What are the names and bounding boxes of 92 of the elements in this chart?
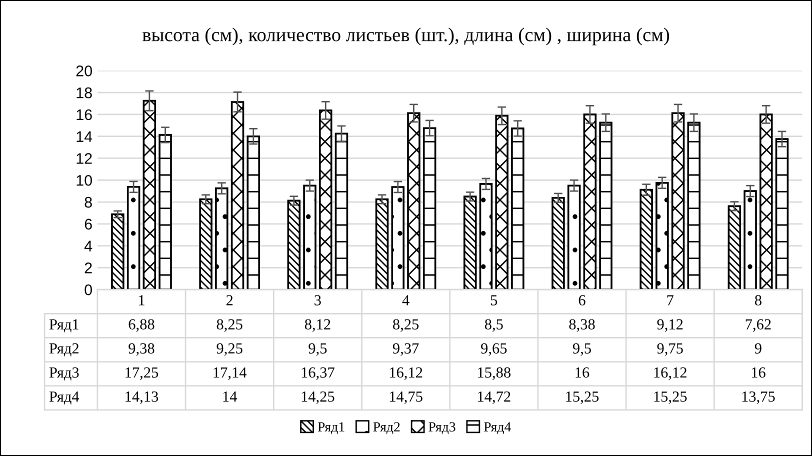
bar bbox=[463, 196, 477, 290]
data-label: 8,38 bbox=[569, 319, 595, 332]
bar bbox=[215, 187, 228, 290]
data-label: 9,38 bbox=[128, 343, 154, 356]
bar bbox=[511, 128, 524, 290]
x-tick-label: 5 bbox=[490, 295, 498, 306]
y-tick-label: 12 bbox=[76, 153, 92, 164]
bar bbox=[640, 188, 653, 290]
data-label: 15,88 bbox=[478, 367, 511, 380]
bar bbox=[407, 112, 420, 290]
data-label: 16 bbox=[576, 367, 590, 378]
x-tick-label: 1 bbox=[139, 295, 144, 306]
data-label: 9,12 bbox=[657, 319, 683, 332]
legend-label: Ряд1 bbox=[318, 422, 344, 434]
bar bbox=[158, 134, 172, 290]
x-tick-label: 2 bbox=[226, 295, 233, 306]
bar bbox=[230, 101, 244, 290]
data-label: 15,25 bbox=[566, 391, 599, 404]
bar bbox=[495, 114, 508, 290]
data-label: 17,25 bbox=[126, 367, 158, 380]
bar bbox=[111, 213, 124, 290]
bar bbox=[287, 200, 301, 290]
data-label: 14 bbox=[223, 391, 237, 402]
bar bbox=[671, 112, 685, 290]
data-label: 7,62 bbox=[746, 319, 771, 332]
text: Ряд1 bbox=[49, 319, 78, 332]
bar bbox=[303, 184, 316, 290]
data-label: 8,5 bbox=[484, 319, 503, 332]
bar bbox=[728, 205, 742, 290]
text: Ряд3 bbox=[49, 367, 79, 380]
y-tick-label: 10 bbox=[76, 174, 92, 186]
data-label: 9,25 bbox=[216, 343, 242, 356]
bar bbox=[599, 122, 612, 290]
bar bbox=[583, 114, 597, 290]
data-label: 9,65 bbox=[481, 343, 507, 356]
legend-label: Ряд3 bbox=[428, 422, 456, 434]
x-tick-label: 4 bbox=[402, 295, 410, 306]
bar bbox=[391, 186, 404, 290]
x-tick-label: 6 bbox=[578, 295, 586, 306]
y-tick-label: 4 bbox=[84, 240, 92, 252]
data-label: 9,75 bbox=[657, 343, 683, 356]
data-label: 14,13 bbox=[126, 391, 158, 404]
bar bbox=[552, 196, 565, 290]
bar bbox=[334, 132, 348, 290]
data-label: 9,5 bbox=[308, 343, 327, 356]
data-label: 16 bbox=[752, 367, 766, 378]
bar bbox=[760, 114, 773, 290]
data-label: 16,37 bbox=[302, 367, 334, 380]
data-label: 9,37 bbox=[392, 343, 419, 356]
bar bbox=[656, 182, 669, 290]
x-tick-label: 7 bbox=[667, 295, 674, 306]
data-label: 8,25 bbox=[393, 319, 419, 332]
y-tick-label: 0 bbox=[84, 284, 92, 296]
x-tick-label: 8 bbox=[754, 295, 762, 306]
y-tick-label: 14 bbox=[76, 131, 92, 142]
bar bbox=[126, 186, 140, 290]
data-label: 14,72 bbox=[478, 391, 510, 404]
y-tick-label: 6 bbox=[84, 218, 92, 230]
bar bbox=[744, 190, 757, 290]
data-label: 14,75 bbox=[390, 391, 422, 404]
data-label: 9,5 bbox=[572, 343, 591, 356]
data-label: 15,25 bbox=[654, 391, 687, 404]
bar bbox=[246, 135, 260, 290]
y-tick-label: 20 bbox=[76, 66, 92, 76]
y-tick-label: 18 bbox=[76, 87, 92, 98]
bar bbox=[199, 198, 212, 290]
bar bbox=[775, 138, 789, 290]
data-label: 8,12 bbox=[304, 319, 330, 332]
chart-title: высота (см), количество листьев (шт.), длина (см) , ширина (см) bbox=[142, 28, 670, 46]
data-label: 6,88 bbox=[128, 319, 154, 332]
bar bbox=[318, 110, 332, 290]
bar bbox=[142, 100, 156, 290]
y-tick-label: 2 bbox=[84, 262, 92, 274]
bar bbox=[479, 183, 493, 290]
y-tick-label: 8 bbox=[84, 196, 92, 208]
text: Ряд2 bbox=[49, 343, 79, 356]
data-label: 8,25 bbox=[216, 319, 242, 332]
bar bbox=[375, 198, 389, 290]
legend-label: Ряд4 bbox=[484, 422, 511, 434]
y-tick-label: 16 bbox=[76, 109, 92, 120]
legend-label: Ряд2 bbox=[373, 422, 400, 434]
x-tick-label: 3 bbox=[314, 295, 321, 306]
data-label: 14,25 bbox=[302, 391, 334, 404]
data-label: 16,12 bbox=[390, 367, 422, 380]
bar bbox=[687, 122, 701, 290]
data-label: 9 bbox=[754, 343, 762, 354]
bar bbox=[567, 184, 581, 290]
text: Ряд4 bbox=[49, 392, 80, 405]
data-label: 16,12 bbox=[654, 367, 686, 380]
bar bbox=[422, 127, 436, 290]
data-label: 17,14 bbox=[214, 367, 247, 380]
data-label: 13,75 bbox=[742, 391, 775, 404]
